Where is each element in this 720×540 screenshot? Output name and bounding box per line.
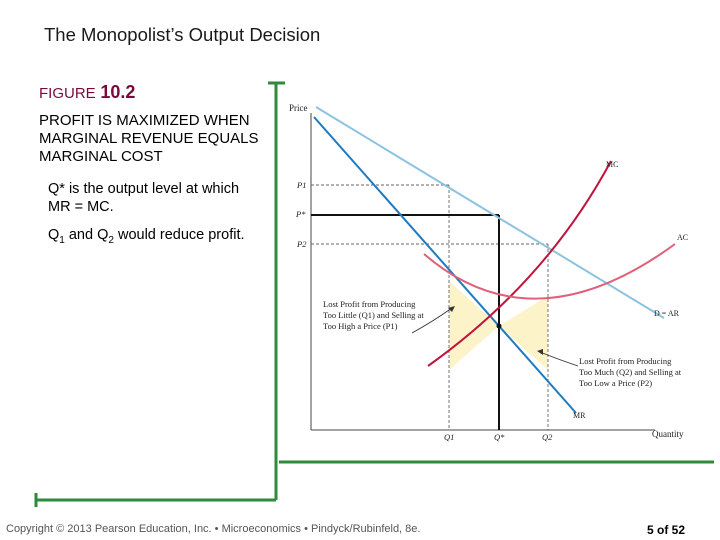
mr-label: MR: [573, 411, 586, 420]
bullet2-middle: and Q: [64, 227, 109, 243]
arrowhead-left: [448, 306, 455, 312]
axes: [310, 113, 655, 431]
mr-mc-intersection-point: [496, 323, 502, 329]
annotation-too-little: Lost Profit from Producing Too Little (Q…: [323, 299, 424, 331]
lost-profit-too-much-area: [499, 296, 548, 370]
figure-label: FIGURE 10.2: [39, 82, 135, 103]
bullet-q1-q2: Q1 and Q2 would reduce profit.: [48, 226, 248, 250]
quantity-label-q2: Q2: [542, 432, 553, 442]
price-label-p2: P2: [296, 239, 307, 249]
ac-label: AC: [677, 233, 688, 242]
mc-curve: [427, 160, 612, 367]
quantity-label-qstar: Q*: [494, 432, 505, 442]
lost-profit-too-little-area: [449, 281, 499, 370]
demand-label: D = AR: [654, 309, 680, 318]
bullet-mr-equals-mc: Q* is the output level at which MR = MC.: [48, 181, 240, 215]
annotation-too-much: Lost Profit from Producing Too Much (Q2)…: [579, 356, 682, 388]
bullet2-sub1: 1: [59, 234, 65, 246]
annotation-left-line-2: Too Little (Q1) and Selling at: [323, 310, 424, 320]
annotation-right-line-2: Too Much (Q2) and Selling at: [579, 367, 682, 377]
figure-caption: PROFIT IS MAXIMIZED WHEN MARGINAL REVENU…: [39, 112, 259, 165]
ac-curve: [423, 243, 676, 300]
x-axis-label: Quantity: [652, 429, 684, 439]
bullet2-prefix: Q: [48, 227, 60, 243]
figure-word: FIGURE: [39, 85, 96, 102]
optimum-lines: [311, 214, 500, 430]
mr-curve: [313, 116, 577, 414]
page-number: 5 of 52: [647, 523, 686, 537]
figure-number: 10.2: [100, 82, 136, 102]
dashed-guides: [311, 184, 549, 430]
y-axis-label: Price: [289, 103, 308, 113]
slide-title: The Monopolist’s Output Decision: [44, 24, 321, 45]
price-label-p1: P1: [296, 180, 306, 190]
demand-curve: [315, 106, 665, 319]
annotation-right-line-1: Lost Profit from Producing: [579, 356, 672, 366]
bullet2-sub2: 2: [108, 234, 114, 246]
price-label-pstar: P*: [295, 209, 306, 219]
bullet2-suffix: would reduce profit.: [113, 227, 245, 243]
mc-label: MC: [606, 160, 618, 169]
quantity-label-q1: Q1: [444, 432, 454, 442]
annotation-arrows: [411, 307, 579, 367]
annotation-left-line-3: Too High a Price (P1): [323, 321, 398, 331]
annotation-right-line-3: Too Low a Price (P2): [579, 378, 652, 388]
annotation-left-line-1: Lost Profit from Producing: [323, 299, 416, 309]
slide-frame: [34, 81, 714, 507]
arrowhead-right: [537, 349, 543, 355]
footer-copyright: Copyright © 2013 Pearson Education, Inc.…: [6, 523, 421, 535]
